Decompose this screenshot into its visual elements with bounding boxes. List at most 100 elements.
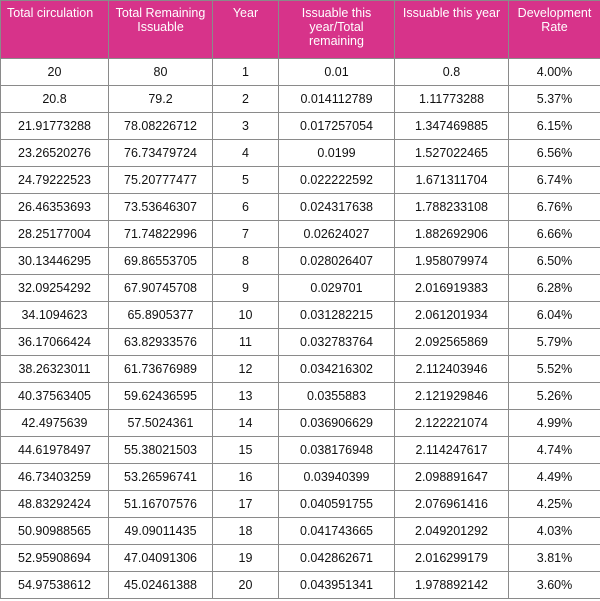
- table-row: 50.90988565 49.09011435 18 0.041743665 2.049…: [0, 517, 600, 545]
- year-cell: 6: [212, 193, 279, 221]
- issuable-this-year-cell: 1.671311704: [394, 166, 509, 194]
- total-circulation-cell: 24.79222523: [0, 166, 109, 194]
- total-remaining-cell: 73.53646307: [108, 193, 213, 221]
- total-remaining-cell: 59.62436595: [108, 382, 213, 410]
- total-remaining-cell: 71.74822996: [108, 220, 213, 248]
- header-total-circulation: Total circulation: [0, 0, 109, 59]
- development-rate-cell: 4.74%: [508, 436, 600, 464]
- total-circulation-cell: 20: [0, 58, 109, 86]
- total-remaining-cell: 45.02461388: [108, 571, 213, 599]
- total-circulation-cell: 38.26323011: [0, 355, 109, 383]
- development-rate-cell: 6.56%: [508, 139, 600, 167]
- table-row: 42.4975639 57.5024361 14 0.036906629 2.12222…: [0, 409, 600, 437]
- table-row: 52.95908694 47.04091306 19 0.042862671 2.016…: [0, 544, 600, 572]
- total-remaining-cell: 53.26596741: [108, 463, 213, 491]
- total-circulation-cell: 34.1094623: [0, 301, 109, 329]
- year-cell: 17: [212, 490, 279, 518]
- development-rate-cell: 3.81%: [508, 544, 600, 572]
- total-circulation-cell: 21.91773288: [0, 112, 109, 140]
- development-rate-cell: 6.15%: [508, 112, 600, 140]
- issuable-ratio-cell: 0.040591755: [278, 490, 395, 518]
- issuable-ratio-cell: 0.029701: [278, 274, 395, 302]
- table-row: 54.97538612 45.02461388 20 0.043951341 1.978…: [0, 571, 600, 599]
- year-cell: 12: [212, 355, 279, 383]
- issuable-ratio-cell: 0.02624027: [278, 220, 395, 248]
- table-row: 30.13446295 69.86553705 8 0.028026407 1.9580…: [0, 247, 600, 275]
- year-cell: 20: [212, 571, 279, 599]
- total-remaining-cell: 49.09011435: [108, 517, 213, 545]
- issuable-ratio-cell: 0.032783764: [278, 328, 395, 356]
- issuable-this-year-cell: 2.092565869: [394, 328, 509, 356]
- total-remaining-cell: 67.90745708: [108, 274, 213, 302]
- issuable-this-year-cell: 1.11773288: [394, 85, 509, 113]
- issuable-ratio-cell: 0.0355883: [278, 382, 395, 410]
- issuable-this-year-cell: 0.8: [394, 58, 509, 86]
- year-cell: 3: [212, 112, 279, 140]
- year-cell: 1: [212, 58, 279, 86]
- issuable-ratio-cell: 0.041743665: [278, 517, 395, 545]
- header-development-rate: Development Rate: [508, 0, 600, 59]
- year-cell: 8: [212, 247, 279, 275]
- total-circulation-cell: 32.09254292: [0, 274, 109, 302]
- table-row: 26.46353693 73.53646307 6 0.024317638 1.7882…: [0, 193, 600, 221]
- table-row: 20 80 1 0.01 0.8 4.00%: [0, 58, 600, 86]
- table-row: 24.79222523 75.20777477 5 0.022222592 1.6713…: [0, 166, 600, 194]
- issuable-ratio-cell: 0.043951341: [278, 571, 395, 599]
- issuable-this-year-cell: 2.016919383: [394, 274, 509, 302]
- year-cell: 4: [212, 139, 279, 167]
- issuable-this-year-cell: 1.527022465: [394, 139, 509, 167]
- issuable-ratio-cell: 0.036906629: [278, 409, 395, 437]
- table-row: 23.26520276 76.73479724 4 0.0199 1.527022465…: [0, 139, 600, 167]
- year-cell: 16: [212, 463, 279, 491]
- development-rate-cell: 6.74%: [508, 166, 600, 194]
- table-body: 20 80 1 0.01 0.8 4.00% 20.8 79.2 2 0.014112789 1.1…: [0, 58, 600, 599]
- issuable-this-year-cell: 2.016299179: [394, 544, 509, 572]
- issuable-ratio-cell: 0.042862671: [278, 544, 395, 572]
- development-rate-cell: 4.00%: [508, 58, 600, 86]
- table-row: 32.09254292 67.90745708 9 0.029701 2.0169193…: [0, 274, 600, 302]
- total-circulation-cell: 44.61978497: [0, 436, 109, 464]
- total-remaining-cell: 65.8905377: [108, 301, 213, 329]
- issuable-ratio-cell: 0.0199: [278, 139, 395, 167]
- development-rate-cell: 4.25%: [508, 490, 600, 518]
- development-rate-cell: 6.28%: [508, 274, 600, 302]
- total-remaining-cell: 57.5024361: [108, 409, 213, 437]
- year-cell: 19: [212, 544, 279, 572]
- total-circulation-cell: 36.17066424: [0, 328, 109, 356]
- table-row: 46.73403259 53.26596741 16 0.03940399 2.0988…: [0, 463, 600, 491]
- year-cell: 10: [212, 301, 279, 329]
- table-row: 34.1094623 65.8905377 10 0.031282215 2.06120…: [0, 301, 600, 329]
- issuable-ratio-cell: 0.034216302: [278, 355, 395, 383]
- development-rate-cell: 6.76%: [508, 193, 600, 221]
- development-rate-cell: 5.52%: [508, 355, 600, 383]
- issuable-this-year-cell: 2.122221074: [394, 409, 509, 437]
- header-total-remaining-issuable: Total Remaining Issuable: [108, 0, 213, 59]
- year-cell: 14: [212, 409, 279, 437]
- development-rate-cell: 4.03%: [508, 517, 600, 545]
- table-row: 40.37563405 59.62436595 13 0.0355883 2.12192…: [0, 382, 600, 410]
- total-remaining-cell: 76.73479724: [108, 139, 213, 167]
- year-cell: 9: [212, 274, 279, 302]
- issuable-this-year-cell: 2.076961416: [394, 490, 509, 518]
- issuable-ratio-cell: 0.017257054: [278, 112, 395, 140]
- issuable-this-year-cell: 2.049201292: [394, 517, 509, 545]
- total-circulation-cell: 40.37563405: [0, 382, 109, 410]
- table-row: 36.17066424 63.82933576 11 0.032783764 2.092…: [0, 328, 600, 356]
- issuable-ratio-cell: 0.01: [278, 58, 395, 86]
- header-row: Total circulation Total Remaining Issuab…: [0, 0, 600, 59]
- total-remaining-cell: 51.16707576: [108, 490, 213, 518]
- issuable-this-year-cell: 1.882692906: [394, 220, 509, 248]
- total-remaining-cell: 61.73676989: [108, 355, 213, 383]
- year-cell: 2: [212, 85, 279, 113]
- issuable-ratio-cell: 0.014112789: [278, 85, 395, 113]
- total-circulation-cell: 42.4975639: [0, 409, 109, 437]
- total-remaining-cell: 63.82933576: [108, 328, 213, 356]
- total-remaining-cell: 78.08226712: [108, 112, 213, 140]
- issuable-this-year-cell: 2.114247617: [394, 436, 509, 464]
- table-row: 38.26323011 61.73676989 12 0.034216302 2.112…: [0, 355, 600, 383]
- total-circulation-cell: 30.13446295: [0, 247, 109, 275]
- issuable-this-year-cell: 2.121929846: [394, 382, 509, 410]
- total-circulation-cell: 26.46353693: [0, 193, 109, 221]
- total-circulation-cell: 54.97538612: [0, 571, 109, 599]
- year-cell: 5: [212, 166, 279, 194]
